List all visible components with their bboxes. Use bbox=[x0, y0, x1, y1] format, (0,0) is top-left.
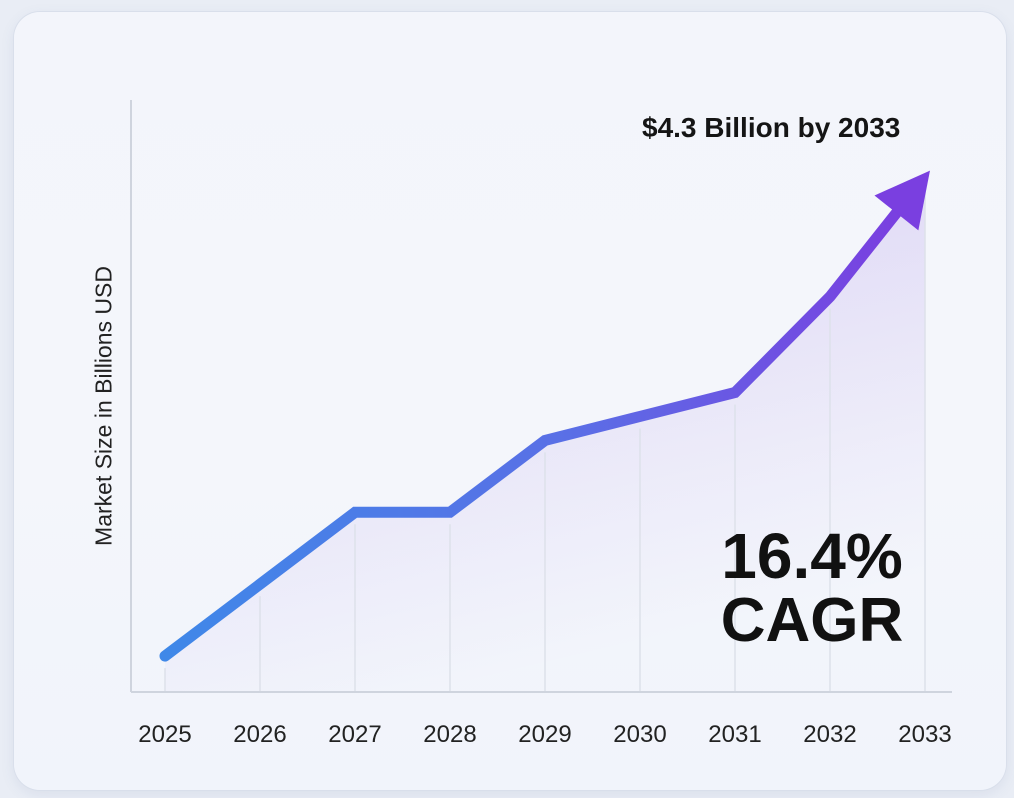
line-chart: 2025 2026 2027 2028 2029 2030 2031 2032 2033 bbox=[130, 100, 952, 748]
chart-card: 2025 2026 2027 2028 2029 2030 2031 2032 2033 Mar… bbox=[14, 12, 1006, 790]
cagr-callout: 16.4% CAGR bbox=[712, 520, 912, 656]
cagr-label: CAGR bbox=[720, 586, 904, 656]
x-tick-label: 2030 bbox=[613, 721, 666, 748]
series-line bbox=[159, 202, 906, 662]
x-tick-label: 2027 bbox=[328, 721, 381, 748]
x-tick-label: 2029 bbox=[518, 721, 571, 748]
cagr-value: 16.4% bbox=[721, 520, 903, 592]
arrow-head bbox=[874, 170, 930, 231]
x-tick-label: 2026 bbox=[233, 721, 286, 748]
target-annotation: $4.3 Billion by 2033 bbox=[642, 112, 901, 143]
x-tick-label: 2031 bbox=[708, 721, 761, 748]
x-tick-label: 2032 bbox=[803, 721, 856, 748]
x-tick-label: 2028 bbox=[423, 721, 476, 748]
x-tick-label: 2025 bbox=[138, 721, 191, 748]
x-tick-label: 2033 bbox=[898, 721, 951, 748]
y-axis-label: Market Size in Billions USD bbox=[90, 266, 117, 546]
